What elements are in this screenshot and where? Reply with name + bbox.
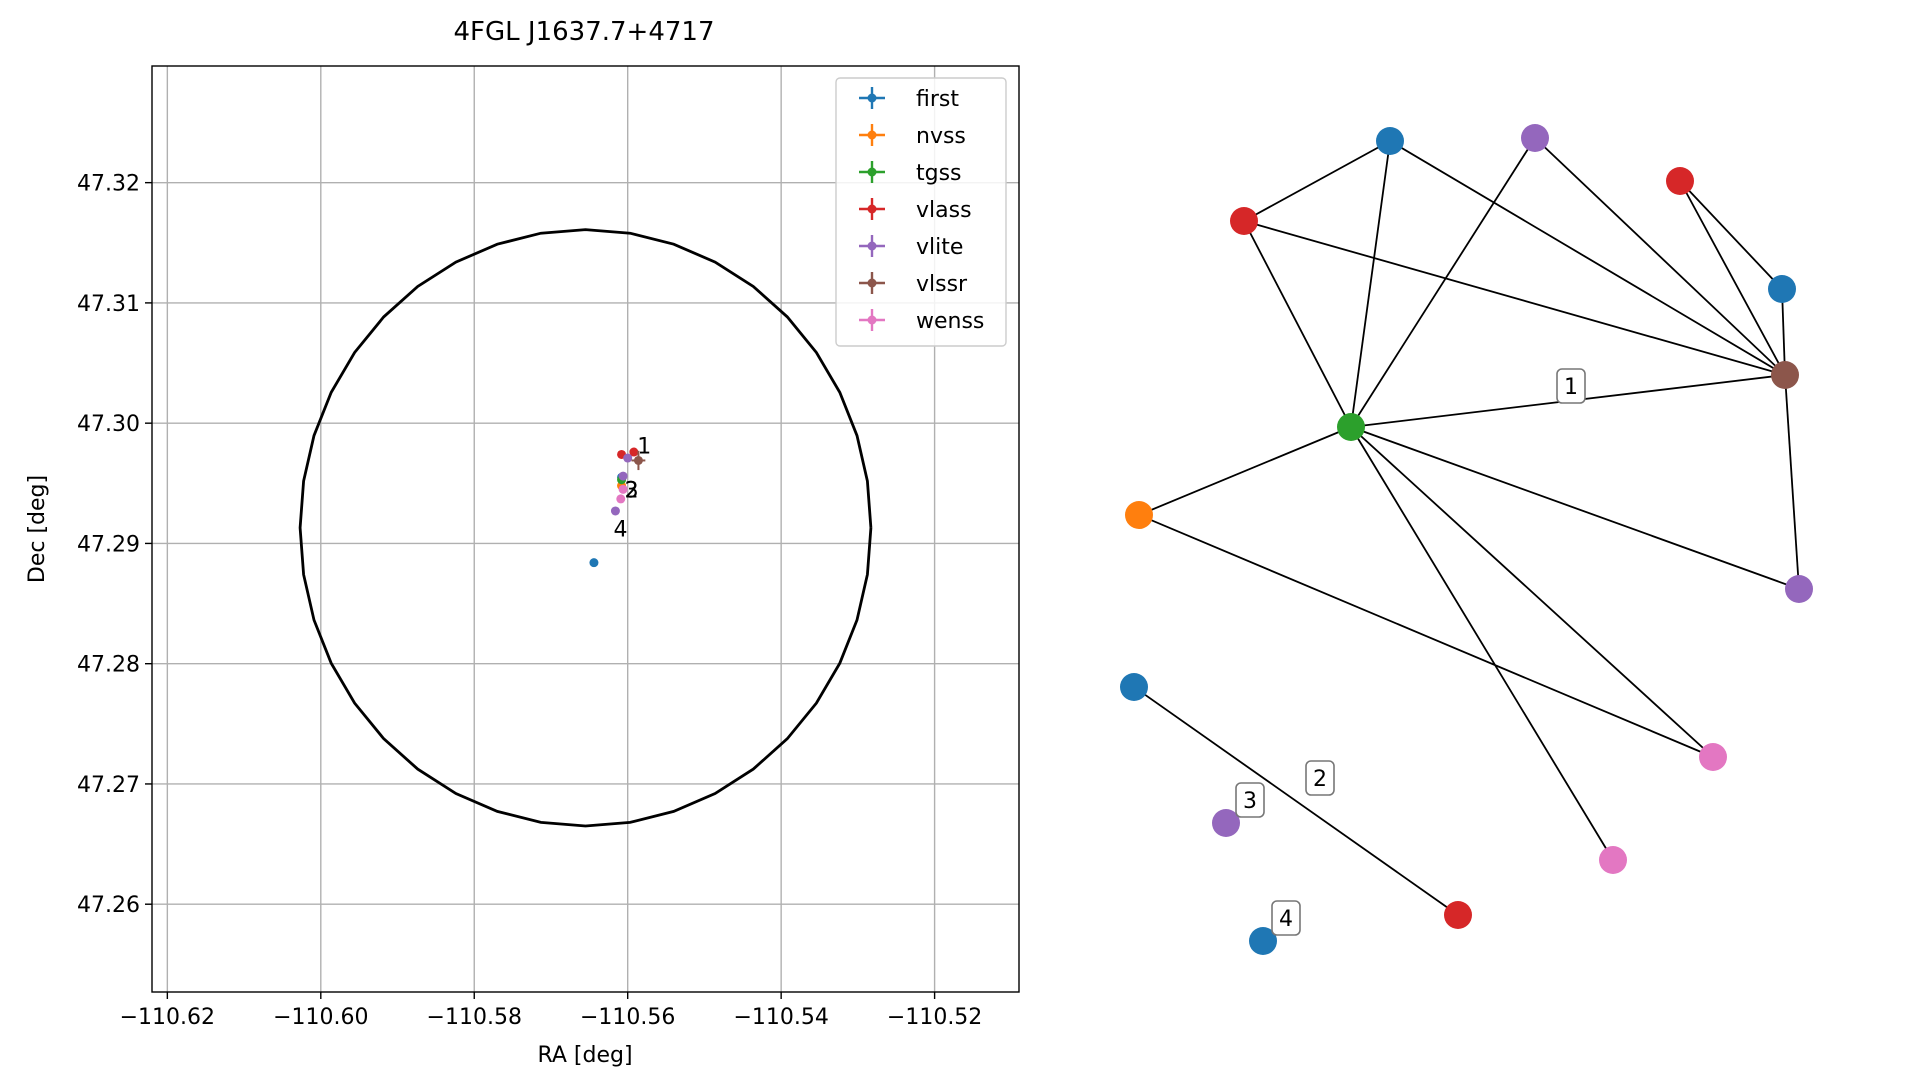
x-tick-label: −110.54	[733, 1005, 828, 1030]
legend-label-tgss: tgss	[916, 161, 962, 186]
y-tick-label: 47.26	[77, 893, 140, 918]
legend-swatch-marker	[867, 93, 877, 103]
graph-node	[1337, 413, 1365, 441]
graph-edge	[1350, 426, 1614, 861]
node-label-4: 4	[1279, 907, 1293, 932]
x-axis-ticks: −110.62 −110.60 −110.58 −110.56 −110.54 −110.…	[120, 992, 982, 1030]
graph-edge	[1389, 140, 1786, 376]
graph-edge	[1138, 426, 1352, 516]
graph-node	[1230, 207, 1258, 235]
y-tick-label: 47.29	[77, 532, 140, 557]
x-tick-label: −110.52	[887, 1005, 982, 1030]
graph-node	[1599, 846, 1627, 874]
wenss-point	[618, 484, 628, 494]
graph-edge	[1679, 180, 1783, 290]
localization-ellipse	[298, 228, 873, 828]
vlite-point	[618, 471, 628, 481]
graph-edges	[1133, 137, 1800, 916]
source-annotations: 1 23 4	[614, 435, 652, 543]
y-tick-label: 47.28	[77, 653, 140, 678]
node-label-4-box	[1271, 900, 1301, 936]
wenss-point	[616, 494, 626, 504]
x-tick-label: −110.58	[427, 1005, 522, 1030]
graph-node	[1376, 127, 1404, 155]
node-label-3: 3	[1243, 789, 1257, 814]
legend-swatch-marker	[867, 315, 877, 325]
graph-edge	[1784, 374, 1800, 590]
graph-node	[1666, 167, 1694, 195]
graph-edge	[1534, 137, 1786, 376]
graph-edge	[1243, 220, 1352, 428]
graph-edge	[1350, 426, 1714, 758]
legend-swatch-marker	[867, 204, 877, 214]
graph-node	[1699, 743, 1727, 771]
y-axis-label: Dec [deg]	[25, 475, 50, 583]
legend-label-vlite: vlite	[916, 235, 963, 260]
node-labels: 34	[1235, 782, 1301, 936]
legend-swatch-marker	[867, 278, 877, 288]
graph-edge	[1781, 288, 1786, 376]
legend-label-first: first	[916, 87, 959, 112]
graph-node	[1768, 275, 1796, 303]
legend-swatch-marker	[867, 167, 877, 177]
graph-edge	[1133, 686, 1459, 916]
vlass-point	[629, 447, 639, 457]
y-axis-ticks: 47.26 47.27 47.28 47.29 47.30 47.31 47.32	[77, 172, 152, 918]
graph-edge	[1350, 426, 1800, 590]
source-label-1: 1	[637, 435, 651, 460]
legend-swatch-marker	[867, 130, 877, 140]
graph-edge	[1679, 180, 1786, 376]
graph-edge	[1243, 140, 1391, 222]
vlite-point	[610, 506, 620, 516]
x-tick-label: −110.60	[273, 1005, 368, 1030]
legend-box	[835, 77, 1007, 347]
node-label-3-box	[1235, 782, 1265, 818]
edge-label-2: 2	[1313, 767, 1327, 792]
graph-node	[1771, 361, 1799, 389]
legend-swatch-marker	[867, 241, 877, 251]
graph-node	[1120, 673, 1148, 701]
graph-node	[1212, 809, 1240, 837]
x-axis-label: RA [deg]	[537, 1043, 632, 1068]
y-tick-label: 47.30	[77, 412, 140, 437]
legend: first nvss tgss vlass vlite vlssr wenss	[835, 77, 1007, 347]
source-label-4: 4	[614, 518, 628, 543]
graph-edge	[1138, 514, 1714, 758]
graph-node	[1785, 575, 1813, 603]
legend-label-nvss: nvss	[916, 124, 966, 149]
plot-title: 4FGL J1637.7+4717	[454, 17, 715, 47]
source-label-3: 3	[625, 478, 639, 503]
vlssr-point	[633, 455, 643, 465]
y-tick-label: 47.31	[77, 292, 140, 317]
first-point	[589, 558, 599, 568]
graph-nodes	[1120, 124, 1813, 955]
y-tick-label: 47.32	[77, 172, 140, 197]
graph-edge	[1350, 137, 1536, 428]
vlite-point	[623, 453, 633, 463]
graph-edge	[1243, 220, 1786, 376]
source-label-2: 2	[625, 478, 639, 503]
edge-label-1-box	[1556, 368, 1586, 404]
ellipse-outline	[298, 228, 873, 828]
legend-label-wenss: wenss	[916, 309, 984, 334]
x-tick-label: −110.56	[580, 1005, 675, 1030]
legend-label-vlssr: vlssr	[916, 272, 968, 297]
graph-edge	[1350, 140, 1391, 428]
network-panel: 12 34	[1120, 124, 1813, 955]
graph-node	[1125, 501, 1153, 529]
edge-label-2-box	[1305, 760, 1335, 796]
graph-node	[1444, 901, 1472, 929]
graph-node	[1521, 124, 1549, 152]
plot-frame	[151, 65, 1020, 993]
legend-label-vlass: vlass	[916, 198, 972, 223]
graph-node	[1249, 927, 1277, 955]
x-tick-label: −110.62	[120, 1005, 215, 1030]
edge-labels: 12	[1305, 368, 1586, 796]
y-tick-label: 47.27	[77, 773, 140, 798]
edge-label-1: 1	[1564, 375, 1578, 400]
data-points	[589, 447, 646, 568]
